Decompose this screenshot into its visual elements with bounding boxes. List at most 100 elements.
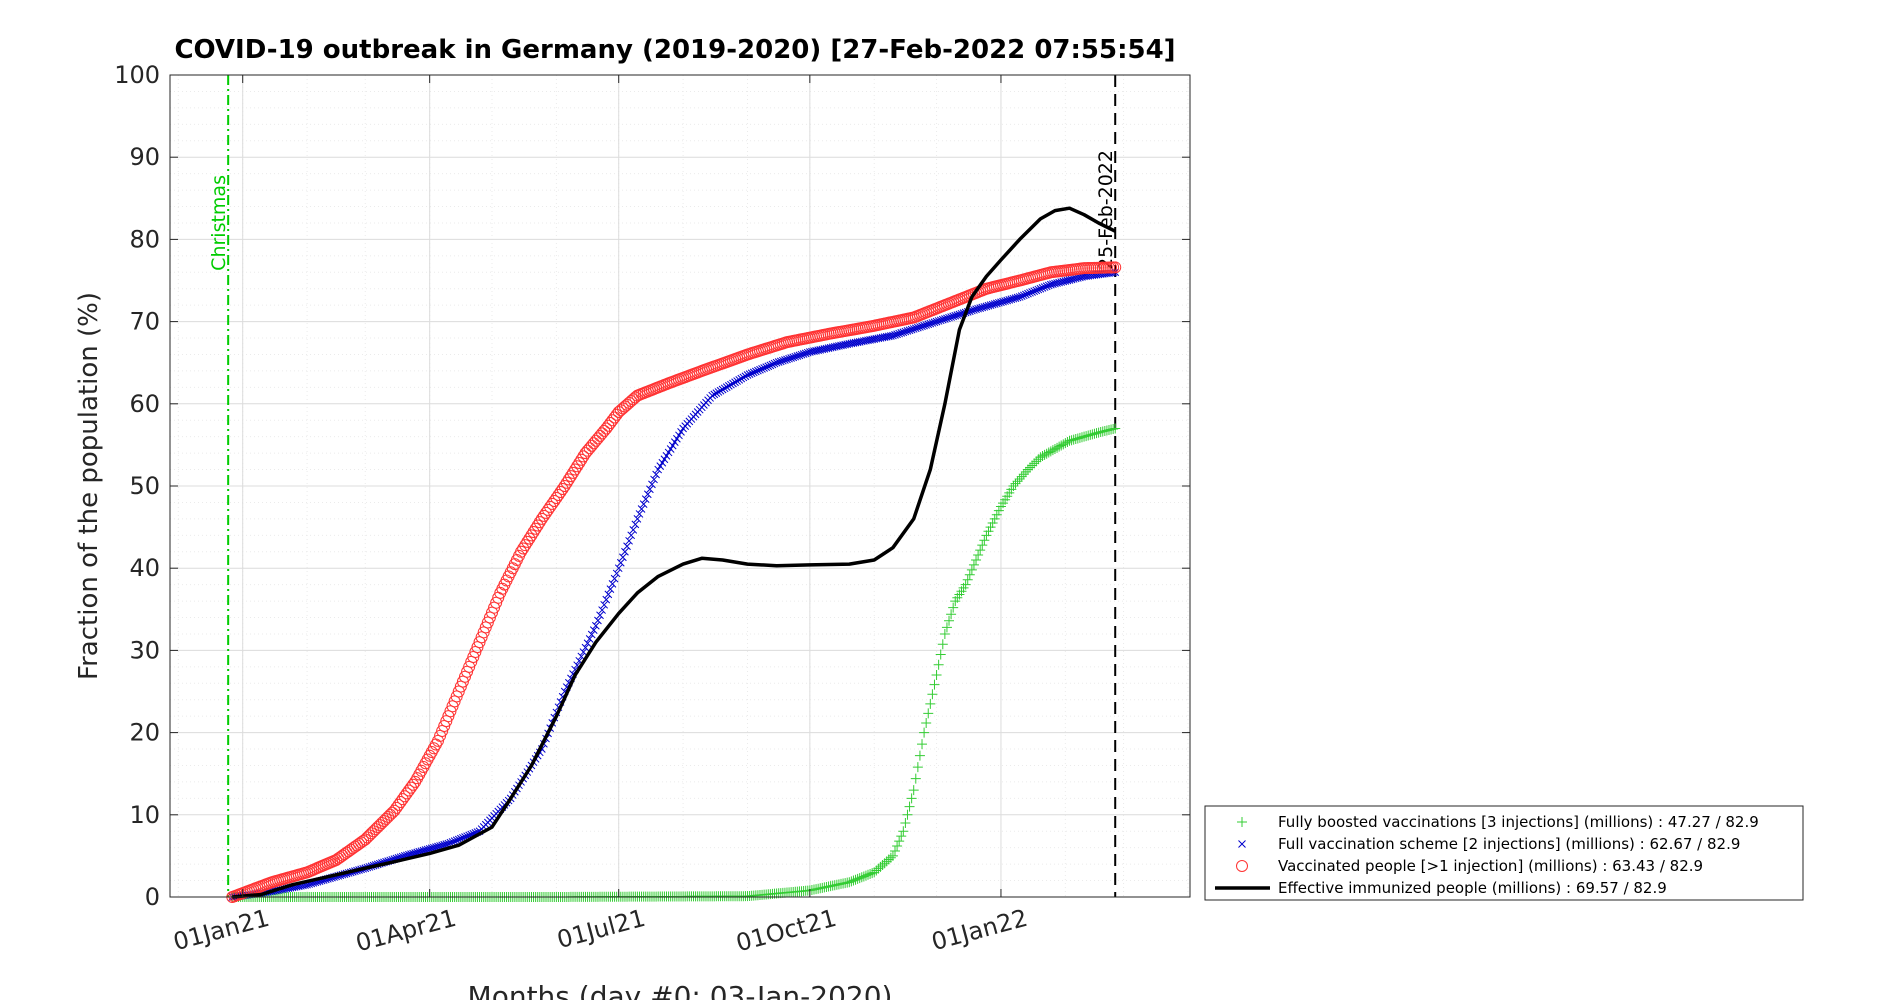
legend: Fully boosted vaccinations [3 injections…: [1204, 805, 1804, 901]
data-point: [905, 326, 914, 335]
data-point: [1058, 439, 1069, 450]
data-point: [749, 368, 758, 377]
data-point: [523, 532, 536, 545]
data-point: [537, 509, 550, 522]
data-point: [727, 380, 735, 389]
data-point: [795, 351, 804, 360]
data-point: [722, 383, 731, 391]
data-point: [937, 639, 948, 650]
data-point: [844, 877, 855, 888]
data-point: [858, 871, 869, 882]
data-point: [654, 465, 663, 474]
data-point: [490, 596, 503, 609]
data-point: [1110, 423, 1121, 434]
data-point: [797, 350, 806, 359]
data-point: [1095, 427, 1106, 438]
data-point: [941, 622, 952, 633]
data-point: [1008, 481, 1019, 491]
data-point: [764, 362, 773, 371]
y-tick-label: 20: [129, 719, 160, 747]
data-point: [623, 542, 631, 551]
data-point: [1087, 429, 1098, 440]
data-point: [637, 505, 646, 513]
series-3: [226, 261, 1122, 903]
data-point: [363, 829, 376, 842]
data-point: [1031, 456, 1042, 467]
data-point: [1085, 429, 1096, 440]
data-point: [968, 559, 979, 570]
data-point: [973, 550, 984, 561]
data-point: [452, 836, 461, 845]
data-point: [353, 837, 366, 850]
data-point: [666, 445, 675, 453]
data-point: [348, 840, 361, 853]
legend-entry: Full vaccination scheme [2 injections] (…: [1238, 835, 1740, 853]
data-point: [863, 869, 874, 880]
legend-entry: Fully boosted vaccinations [3 injections…: [1237, 813, 1759, 831]
data-point: [731, 378, 739, 387]
data-point: [602, 595, 611, 604]
data-point: [662, 452, 671, 460]
data-point: [440, 715, 453, 728]
data-point: [359, 833, 372, 846]
data-point: [1030, 287, 1039, 296]
data-point: [908, 785, 919, 796]
data-point: [1060, 438, 1071, 449]
data-point: [587, 630, 596, 639]
data-point: [382, 810, 395, 823]
data-point: [850, 874, 861, 885]
data-point: [652, 470, 660, 479]
data-point: [450, 837, 459, 845]
data-point: [332, 852, 345, 865]
data-point: [648, 480, 656, 489]
data-point: [550, 491, 563, 504]
data-point: [485, 606, 498, 619]
data-point: [747, 369, 756, 378]
data-point: [895, 329, 904, 338]
data-point: [369, 823, 382, 836]
data-point: [887, 850, 898, 861]
data-point: [983, 526, 994, 537]
data-point: [939, 628, 950, 639]
data-point: [1012, 476, 1023, 487]
data-point: [1044, 281, 1053, 290]
data-point: [1049, 444, 1060, 455]
data-point: [1034, 285, 1043, 294]
data-point: [664, 448, 673, 457]
series-2: [228, 268, 1120, 901]
data-point: [552, 488, 565, 501]
data-point: [660, 455, 669, 464]
data-point: [1052, 442, 1063, 453]
data-point: [920, 321, 928, 330]
data-point: [1016, 471, 1027, 482]
annotation-label: 25-Feb-2022: [1095, 150, 1117, 270]
data-point: [760, 364, 768, 372]
data-point: [616, 558, 625, 567]
data-point: [542, 503, 555, 516]
data-point: [1028, 288, 1036, 296]
data-point: [1109, 261, 1122, 274]
data-point: [724, 382, 733, 390]
data-point: [737, 374, 746, 383]
data-point: [535, 512, 548, 525]
data-point: [544, 500, 557, 513]
data-point: [454, 680, 467, 693]
data-point: [479, 621, 492, 634]
data-point: [675, 431, 683, 440]
data-point: [1106, 424, 1117, 435]
data-point: [436, 724, 449, 737]
data-point: [718, 385, 727, 394]
data-point: [610, 574, 619, 583]
data-point: [442, 710, 455, 723]
data-point: [928, 319, 937, 327]
data-point: [925, 698, 936, 709]
data-point: [1032, 286, 1041, 295]
data-point: [1083, 430, 1094, 441]
data-point: [893, 330, 901, 339]
data-point: [943, 314, 951, 323]
data-point: [527, 526, 540, 539]
data-point: [903, 327, 912, 335]
data-point: [931, 670, 942, 681]
data-point: [525, 529, 538, 542]
